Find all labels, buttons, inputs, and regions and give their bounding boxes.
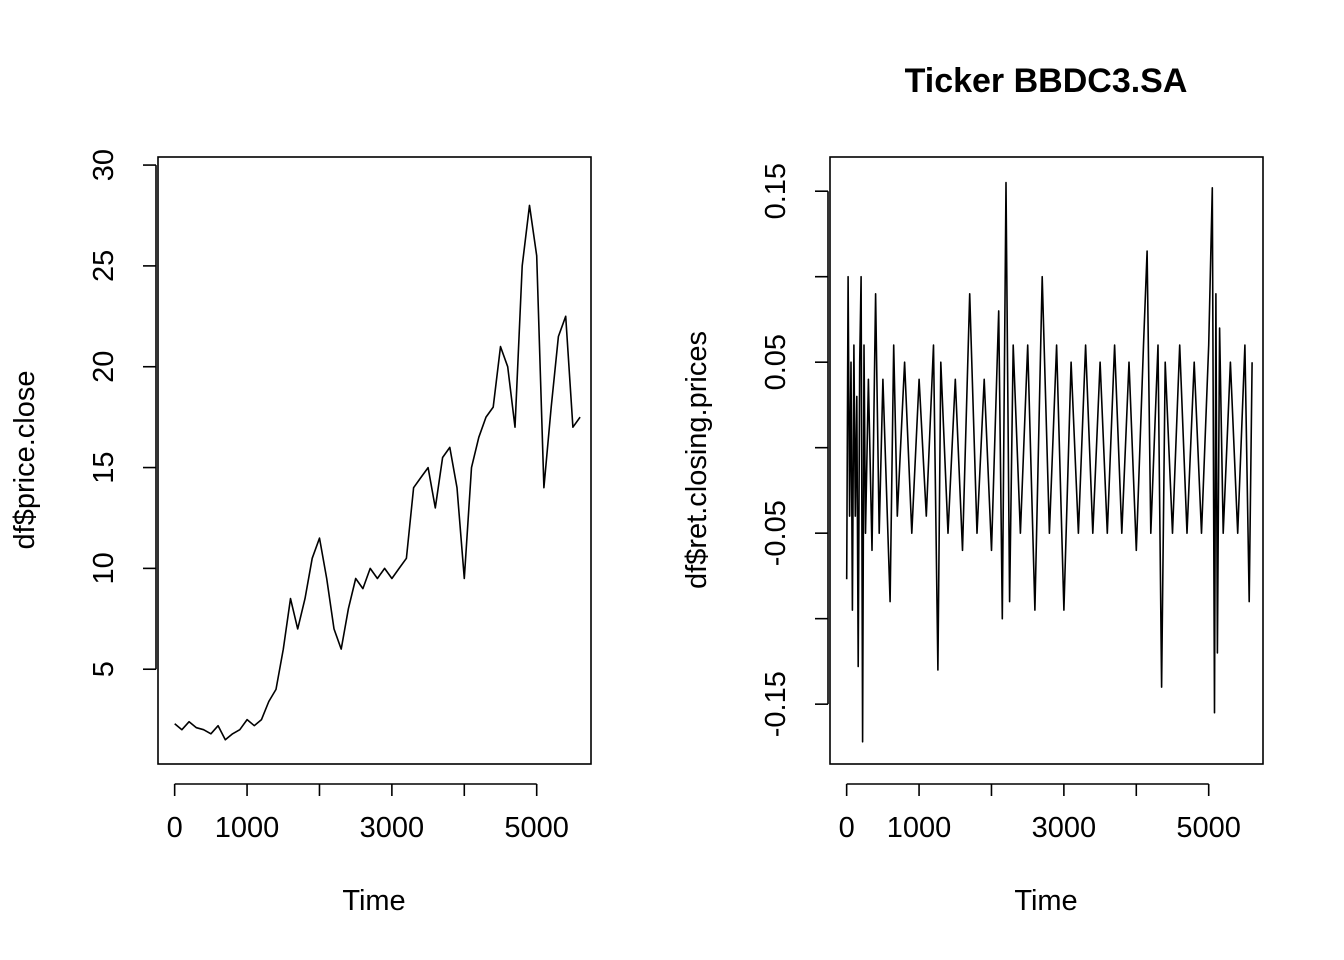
- returns-series-group: [845, 181, 1253, 743]
- y-tick-label: 10: [88, 552, 120, 584]
- x-axis-label: Time: [342, 885, 405, 917]
- x-tick-label: 5000: [504, 812, 569, 844]
- y-tick-label: 0.15: [760, 163, 792, 219]
- y-tick-label: 5: [88, 661, 120, 677]
- x-axis: 0 1000 3000 5000: [839, 783, 1241, 844]
- series-line: [174, 204, 581, 741]
- y-tick-label: 15: [88, 451, 120, 483]
- y-axis-label: df$price.close: [9, 371, 41, 550]
- returns-chart: Ticker BBDC3.SA 0 1000 3000 5000 -0.15 -0.05…: [681, 62, 1264, 917]
- y-axis: 5 10 15 20 25 30: [88, 149, 157, 677]
- y-tick-label: 30: [88, 149, 120, 181]
- y-axis-label: df$ret.closing.prices: [681, 331, 713, 589]
- x-axis-label: Time: [1014, 885, 1077, 917]
- x-tick-label: 1000: [215, 812, 280, 844]
- y-tick-label: 0.05: [760, 334, 792, 390]
- price-close-chart: 0 1000 3000 5000 5 10 15 20 25 30 Time df$price.…: [9, 149, 592, 917]
- series-line: [845, 181, 1253, 743]
- y-tick-label: -0.15: [760, 671, 792, 737]
- x-axis: 0 1000 3000 5000: [167, 783, 569, 844]
- plot-frame: [157, 156, 592, 765]
- y-tick-label: 25: [88, 250, 120, 282]
- plot-frame: [829, 156, 1264, 765]
- x-tick-label: 5000: [1176, 812, 1241, 844]
- x-tick-label: 3000: [1032, 812, 1097, 844]
- x-tick-label: 0: [167, 812, 183, 844]
- x-tick-label: 1000: [887, 812, 952, 844]
- x-tick-label: 0: [839, 812, 855, 844]
- y-tick-label: 20: [88, 351, 120, 383]
- y-tick-label: -0.05: [760, 500, 792, 566]
- price-close-series-group: [174, 204, 581, 741]
- y-axis: -0.15 -0.05 0.05 0.15: [760, 163, 829, 737]
- chart-title: Ticker BBDC3.SA: [905, 62, 1188, 100]
- x-tick-label: 3000: [360, 812, 425, 844]
